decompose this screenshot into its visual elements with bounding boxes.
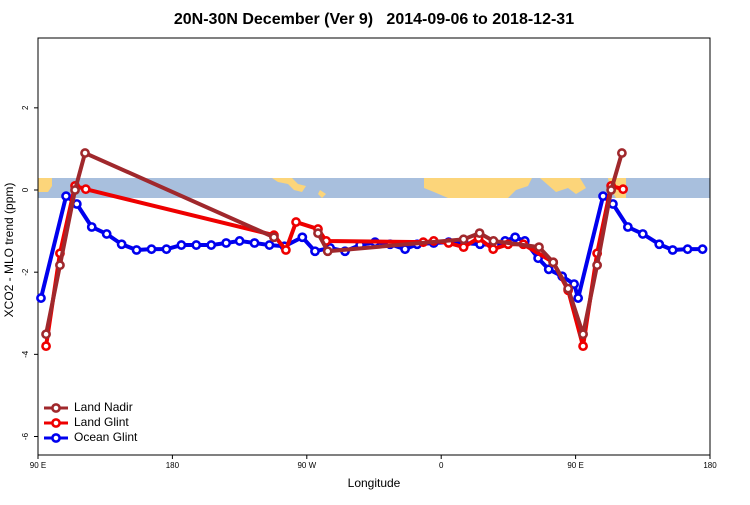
- chart-title: 20N-30N December (Ver 9) 2014-09-06 to 2…: [174, 11, 574, 28]
- data-point: [191, 240, 202, 250]
- data-point: [654, 239, 665, 250]
- data-point: [637, 229, 648, 239]
- data-point: [563, 283, 574, 294]
- data-point: [36, 293, 46, 303]
- legend-marker: [51, 403, 61, 413]
- plot-frame: [37, 37, 711, 456]
- data-point: [616, 148, 627, 158]
- y-tick-label: 2: [21, 105, 30, 110]
- data-point: [206, 240, 217, 250]
- data-point: [682, 244, 693, 255]
- legend-label: Land Glint: [74, 415, 129, 429]
- data-point: [543, 264, 554, 275]
- data-point: [578, 329, 588, 340]
- x-tick-label: 90 E: [30, 461, 46, 470]
- data-point: [573, 293, 584, 303]
- data-point: [55, 260, 65, 271]
- data-point: [310, 246, 320, 257]
- legend-label: Land Nadir: [74, 400, 133, 414]
- data-point: [488, 236, 499, 246]
- data-point: [598, 191, 608, 202]
- data-point: [510, 232, 521, 243]
- data-point: [86, 222, 97, 232]
- data-point: [606, 185, 617, 195]
- data-point: [534, 242, 544, 253]
- data-point: [458, 242, 469, 253]
- data-point: [569, 279, 580, 289]
- data-point: [269, 232, 279, 243]
- data-point: [474, 228, 485, 239]
- data-point: [458, 234, 469, 245]
- data-point: [176, 240, 187, 250]
- data-point: [131, 245, 142, 255]
- x-tick-label: 180: [166, 461, 180, 470]
- y-tick-label: -6: [21, 432, 30, 440]
- data-point: [221, 238, 232, 248]
- data-point: [297, 232, 308, 243]
- series-line: [44, 183, 624, 349]
- data-point: [234, 236, 245, 246]
- data-point: [80, 184, 91, 195]
- data-point: [264, 240, 275, 250]
- data-point: [548, 257, 559, 268]
- data-point: [161, 244, 172, 255]
- data-point: [41, 329, 51, 340]
- data-point: [622, 222, 633, 232]
- data-point: [618, 184, 628, 195]
- data-point: [697, 244, 708, 255]
- x-tick-label: 180: [703, 461, 717, 470]
- legend-marker: [51, 418, 61, 428]
- x-tick-label: 90 W: [297, 461, 316, 470]
- data-point: [322, 246, 333, 257]
- data-point: [80, 148, 90, 158]
- data-point: [70, 185, 80, 195]
- y-tick-label: -4: [21, 350, 30, 358]
- data-point: [488, 244, 499, 255]
- x-tick-label: 0: [439, 461, 444, 470]
- data-point: [146, 244, 157, 255]
- data-point: [101, 229, 112, 239]
- data-point: [41, 341, 51, 352]
- data-point: [61, 191, 71, 202]
- data-point: [667, 245, 678, 255]
- data-point: [280, 245, 291, 255]
- data-point: [578, 341, 588, 352]
- data-point: [313, 228, 323, 239]
- x-axis-label: Longitude: [348, 476, 401, 490]
- series-line: [316, 152, 624, 337]
- legend-label: Ocean Glint: [74, 430, 138, 444]
- map-band: [38, 178, 710, 198]
- data-point: [291, 217, 301, 227]
- y-axis-label: XCO2 - MLO trend (ppm): [2, 183, 16, 318]
- legend-marker: [51, 433, 61, 443]
- data-point: [116, 239, 127, 250]
- data-point: [592, 260, 603, 271]
- y-tick-label: 0: [21, 187, 30, 192]
- x-tick-label: 90 E: [567, 461, 583, 470]
- y-tick-label: -2: [21, 268, 30, 276]
- data-point: [249, 238, 260, 248]
